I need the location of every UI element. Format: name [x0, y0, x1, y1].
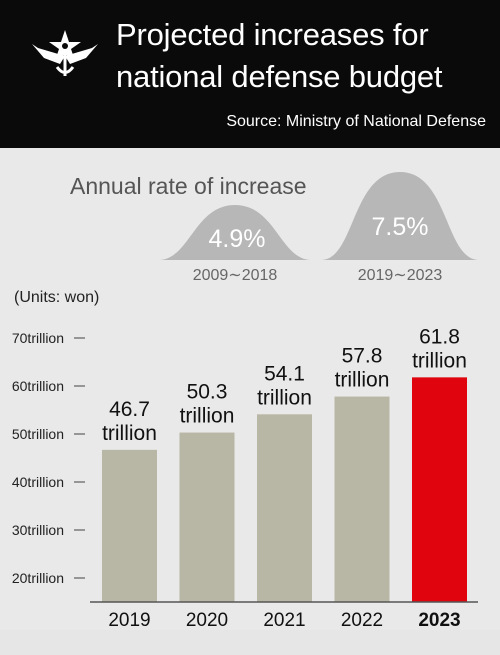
x-tick-label: 2020: [186, 610, 228, 630]
rate-hump-2: [322, 172, 478, 260]
bar: [257, 414, 312, 602]
data-label-value: 61.8: [419, 325, 460, 348]
source-note: Source: Ministry of National Defense: [226, 113, 486, 130]
bar: [412, 377, 467, 602]
rate-value-1: 4.9%: [209, 225, 266, 253]
x-tick-label: 2022: [341, 610, 383, 630]
data-label-unit: trillion: [412, 349, 467, 372]
units-label: (Units: won): [14, 289, 99, 306]
y-tick-label: 40trillion: [12, 474, 64, 490]
y-tick-label: 50trillion: [12, 426, 64, 442]
y-tick-label: 70trillion: [12, 330, 64, 346]
y-axis: 20trillion 30trillion 40trillion 50trillion…: [12, 330, 85, 586]
anchor-star-wings-emblem-icon: [32, 30, 98, 76]
x-tick-label: 2021: [263, 610, 305, 630]
bar: [179, 432, 235, 602]
x-axis: 2019 2020 2021 2022 2023: [90, 601, 478, 630]
footer-band: [0, 630, 500, 655]
title-line-1: Projected increases for: [116, 17, 429, 52]
bar: [334, 396, 390, 602]
data-label-unit: trillion: [257, 386, 312, 409]
y-tick-label: 30trillion: [12, 522, 64, 538]
data-label-value: 46.7: [109, 398, 150, 421]
rate-title: Annual rate of increase: [70, 173, 307, 199]
data-label-unit: trillion: [180, 405, 235, 428]
rate-value-2: 7.5%: [372, 213, 429, 241]
bar: [102, 449, 157, 602]
x-tick-label: 2019: [108, 610, 150, 630]
data-label-value: 54.1: [264, 362, 305, 385]
rate-period-2: 2019∼2023: [358, 267, 443, 284]
title-line-2: national defense budget: [116, 59, 443, 94]
x-tick-label: 2023: [418, 610, 460, 630]
y-tick-label: 20trillion: [12, 570, 64, 586]
rate-hump-1: [160, 205, 310, 260]
bar-chart: Annual rate of increase 4.9% 7.5% 2009∼2…: [12, 172, 478, 630]
header-banner: Projected increases for national defense…: [0, 0, 500, 148]
rate-period-1: 2009∼2018: [193, 267, 278, 284]
data-label-unit: trillion: [102, 422, 157, 445]
y-tick-label: 60trillion: [12, 378, 64, 394]
data-label-unit: trillion: [335, 369, 390, 392]
data-label-value: 50.3: [187, 381, 228, 404]
data-label-value: 57.8: [342, 345, 383, 368]
chart-title: Projected increases for national defense…: [116, 14, 496, 98]
bars-group: 46.7trillion50.3trillion54.1trillion57.8…: [102, 325, 467, 602]
